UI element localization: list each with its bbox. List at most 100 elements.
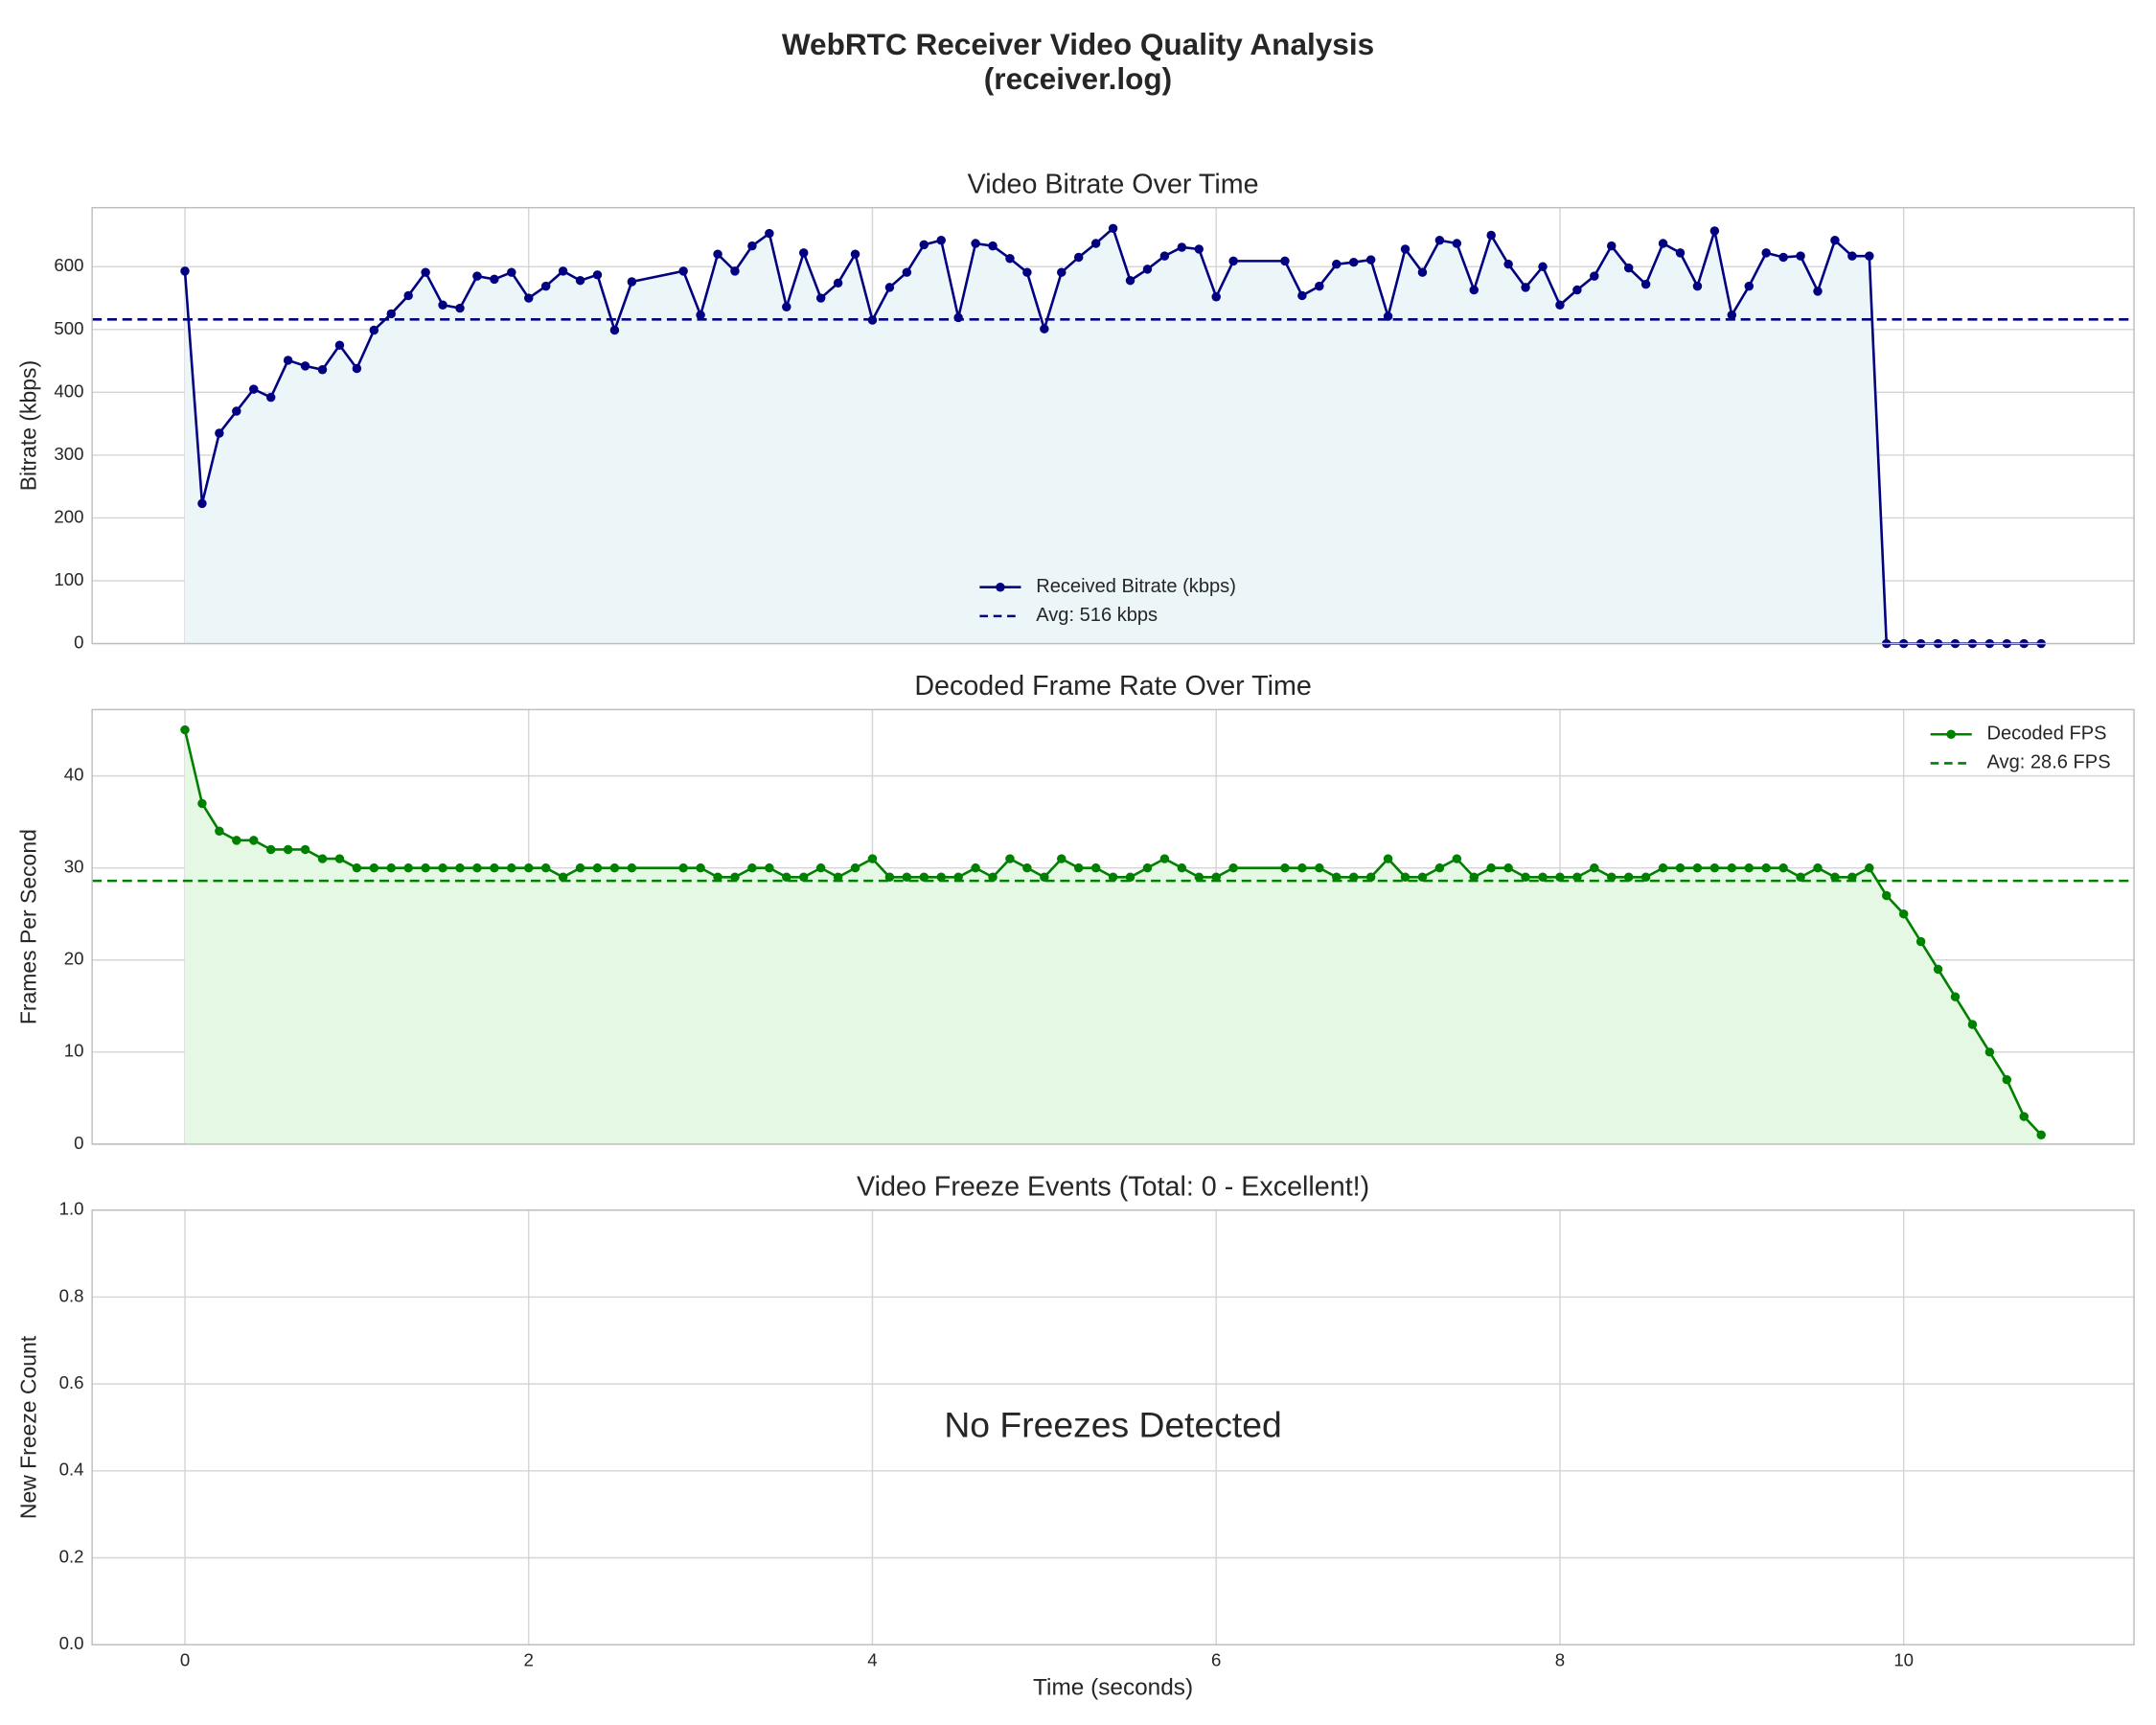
data-point: [1280, 256, 1290, 266]
data-point: [575, 275, 585, 286]
data-point: [1796, 251, 1805, 261]
data-point: [678, 862, 688, 873]
data-point: [386, 309, 396, 319]
data-point: [352, 363, 362, 374]
y-tick-label: 0: [74, 1133, 83, 1153]
data-point: [1640, 279, 1651, 289]
data-point: [1538, 872, 1548, 883]
data-point: [1142, 862, 1153, 873]
data-point: [919, 872, 929, 883]
data-point: [1623, 872, 1634, 883]
data-point: [352, 862, 362, 873]
data-point: [833, 278, 843, 288]
data-point: [1125, 872, 1135, 883]
data-point: [1486, 862, 1496, 873]
x-tick-label: 0: [180, 1649, 190, 1669]
y-tick-label: 0: [74, 632, 83, 652]
data-point: [1521, 283, 1530, 292]
data-point: [403, 290, 413, 301]
data-point: [455, 862, 465, 873]
data-point: [953, 312, 963, 323]
y-tick-label: 40: [64, 765, 84, 785]
data-point: [696, 862, 705, 873]
data-point: [1073, 252, 1084, 263]
y-tick-label: 0.6: [59, 1372, 84, 1392]
data-point: [1503, 862, 1513, 873]
data-point: [215, 428, 224, 438]
data-point: [1521, 872, 1530, 883]
data-point: [1365, 255, 1376, 264]
data-point: [455, 303, 465, 313]
data-point: [1744, 281, 1754, 291]
data-point: [540, 862, 551, 873]
data-point: [919, 240, 929, 250]
data-point: [1915, 936, 1926, 947]
data-point: [1761, 248, 1771, 258]
data-point: [249, 384, 259, 394]
data-point: [249, 836, 259, 845]
figure-title: WebRTC Receiver Video Quality Analysis: [782, 27, 1374, 61]
data-point: [1177, 242, 1187, 252]
data-point: [988, 872, 998, 883]
data-point: [1830, 872, 1840, 883]
y-tick-label: 200: [54, 506, 83, 526]
data-point: [421, 267, 430, 277]
data-point: [627, 277, 637, 287]
data-point: [1452, 854, 1462, 863]
data-point: [232, 836, 241, 845]
data-point: [1383, 311, 1393, 321]
data-point: [490, 274, 499, 285]
data-point: [558, 266, 568, 276]
data-point: [1194, 872, 1204, 883]
data-point: [472, 862, 482, 873]
data-point: [1658, 239, 1668, 248]
data-point: [215, 826, 224, 836]
data-point: [317, 365, 328, 375]
data-point: [592, 862, 603, 873]
data-point: [1709, 862, 1720, 873]
data-point: [1383, 854, 1393, 863]
data-point: [317, 854, 328, 863]
x-axis-label: Time (seconds): [1033, 1675, 1193, 1701]
data-point: [1865, 862, 1874, 873]
data-point: [815, 293, 826, 303]
data-point: [1297, 290, 1307, 301]
data-point: [1211, 292, 1221, 302]
data-point: [507, 862, 516, 873]
data-point: [1590, 862, 1599, 873]
data-point: [1623, 263, 1634, 273]
data-point: [1400, 872, 1411, 883]
data-point: [902, 872, 912, 883]
data-point: [1005, 854, 1015, 863]
data-point: [1692, 862, 1703, 873]
data-point: [592, 270, 603, 280]
data-point: [1057, 267, 1067, 277]
data-point: [1503, 259, 1513, 269]
x-tick-label: 6: [1211, 1649, 1221, 1669]
x-tick-label: 4: [867, 1649, 877, 1669]
data-point: [1727, 862, 1737, 873]
plot-frame: [91, 708, 2135, 1145]
data-point: [782, 872, 791, 883]
data-point: [1297, 862, 1307, 873]
data-point: [609, 862, 620, 873]
data-point: [369, 325, 379, 335]
data-point: [1417, 267, 1428, 277]
data-point: [1675, 862, 1686, 873]
data-point: [1555, 872, 1565, 883]
data-point: [558, 872, 568, 883]
plot-frame: [91, 206, 2135, 645]
y-tick-label: 1.0: [59, 1199, 84, 1219]
data-point: [232, 406, 241, 416]
data-point: [1469, 285, 1479, 295]
data-point: [765, 862, 774, 873]
data-point: [1847, 872, 1857, 883]
data-point: [1417, 872, 1428, 883]
data-point: [2002, 1074, 2012, 1085]
data-point: [1022, 267, 1032, 277]
data-point: [1332, 259, 1342, 269]
data-point: [884, 872, 895, 883]
data-point: [490, 862, 499, 873]
data-point: [730, 872, 740, 883]
data-point: [1194, 244, 1204, 254]
